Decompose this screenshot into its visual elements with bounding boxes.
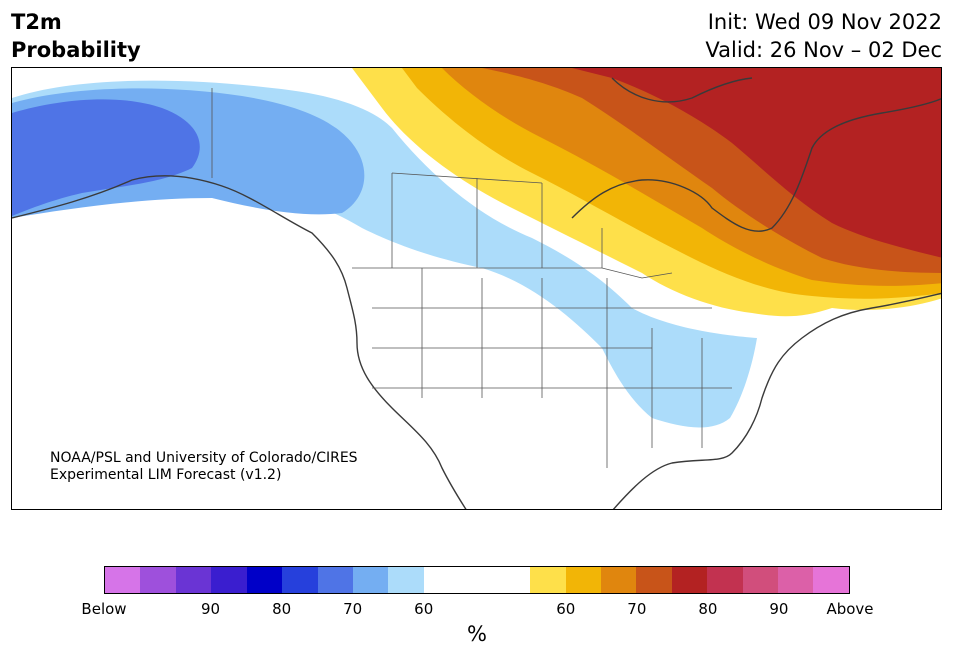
coastlines xyxy=(12,77,941,509)
colorbar-tick-label: 80 xyxy=(698,600,718,618)
map-canvas xyxy=(12,68,941,509)
credit-text: NOAA/PSL and University of Colorado/CIRE… xyxy=(50,450,358,484)
colorbar-below-segment-4 xyxy=(246,567,283,593)
colorbar-above-segment-5 xyxy=(707,567,743,593)
colorbar-below-segment-1 xyxy=(140,567,176,593)
colorbar-above-segment-8 xyxy=(813,567,849,593)
colorbar-below-segment-2 xyxy=(175,567,212,593)
title-line-1: T2m xyxy=(11,10,62,34)
below-70-region xyxy=(12,99,200,216)
colorbar-below-segment-7 xyxy=(352,567,389,593)
colorbar-tick-label: 70 xyxy=(627,600,647,618)
colorbar-below-segment-8 xyxy=(388,567,424,593)
admin-boundaries xyxy=(211,88,732,468)
title-line-2: Probability xyxy=(11,38,141,62)
colorbar-below-segment-3 xyxy=(211,567,247,593)
colorbar-above-segment-7 xyxy=(778,567,814,593)
colorbar-tick-label: 90 xyxy=(769,600,789,618)
colorbar-tick-label: 60 xyxy=(414,600,434,618)
colorbar-tick-label: 90 xyxy=(201,600,221,618)
credit-line-1: NOAA/PSL and University of Colorado/CIRE… xyxy=(50,450,358,466)
colorbar-tick-label: Below xyxy=(81,600,127,618)
forecast-dates: Init: Wed 09 Nov 2022 Valid: 26 Nov – 02… xyxy=(705,8,942,64)
colorbar-tick-label: 70 xyxy=(343,600,363,618)
colorbar-tick-label: 80 xyxy=(272,600,292,618)
colorbar-above-segment-4 xyxy=(671,567,708,593)
colorbar-tick-label: 60 xyxy=(556,600,576,618)
probability-colorbar xyxy=(104,566,850,594)
colorbar-above-segment-1 xyxy=(565,567,601,593)
colorbar-above-segment-2 xyxy=(600,567,637,593)
credit-line-2: Experimental LIM Forecast (v1.2) xyxy=(50,467,282,483)
probability-map: NOAA/PSL and University of Colorado/CIRE… xyxy=(11,67,942,510)
valid-date: Valid: 26 Nov – 02 Dec xyxy=(705,38,942,62)
colorbar-below-segment-6 xyxy=(317,567,353,593)
colorbar-above-segment-0 xyxy=(530,567,566,593)
colorbar-above-segment-6 xyxy=(742,567,779,593)
colorbar-tick-label: Above xyxy=(826,600,874,618)
colorbar-above-segment-3 xyxy=(636,567,672,593)
above-80-region xyxy=(572,68,941,258)
map-title: T2m Probability xyxy=(11,8,141,64)
init-date: Init: Wed 09 Nov 2022 xyxy=(707,10,942,34)
colorbar-below-segment-0 xyxy=(105,567,141,593)
colorbar-neutral-segment xyxy=(423,567,531,593)
colorbar-unit: % xyxy=(467,622,487,646)
colorbar-below-segment-5 xyxy=(282,567,318,593)
